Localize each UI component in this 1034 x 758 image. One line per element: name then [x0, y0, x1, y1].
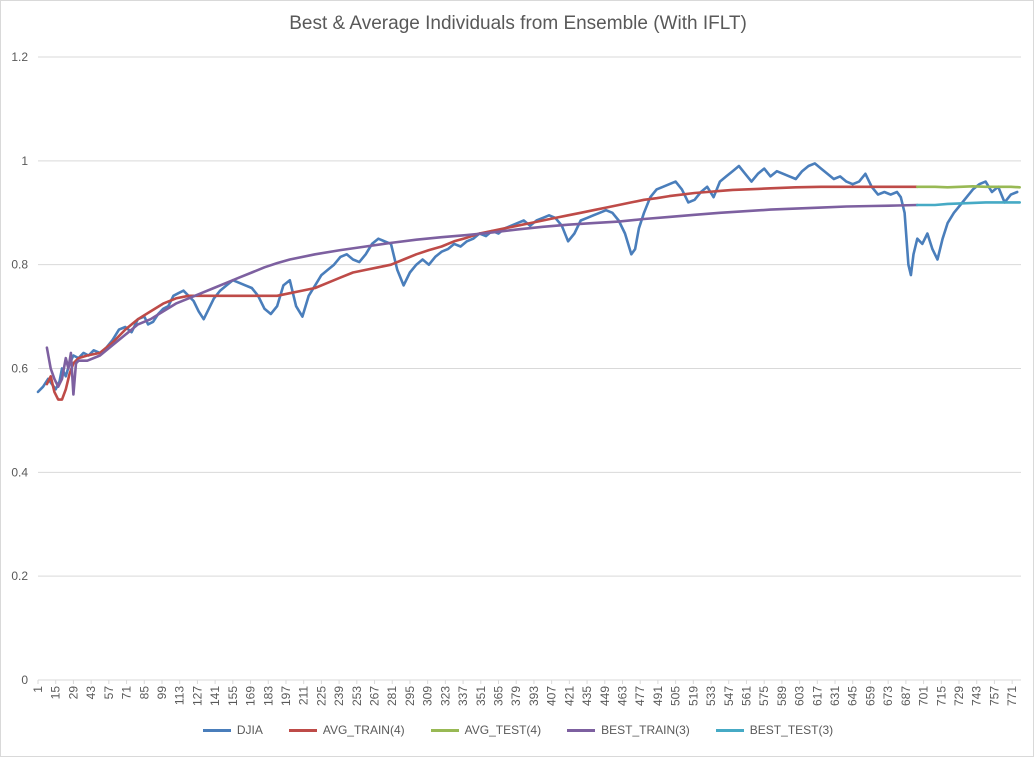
x-tick-label: 715 [934, 686, 948, 706]
x-tick-label: 407 [545, 686, 559, 706]
y-tick-label: 0.8 [11, 258, 28, 272]
x-tick-label: 351 [474, 686, 488, 706]
y-tick-label: 0.6 [11, 362, 28, 376]
legend-label: AVG_TRAIN(4) [322, 723, 405, 737]
x-tick-label: 463 [615, 686, 629, 706]
x-tick-label: 757 [987, 686, 1001, 706]
legend-label: BEST_TRAIN(3) [601, 723, 690, 737]
legend-label: AVG_TEST(4) [464, 723, 542, 737]
x-tick-label: 15 [49, 686, 63, 700]
x-tick-label: 183 [261, 686, 275, 706]
x-tick-label: 85 [137, 686, 151, 700]
x-tick-label: 575 [757, 686, 771, 706]
y-tick-label: 0 [21, 673, 28, 687]
x-tick-label: 519 [686, 686, 700, 706]
y-tick-label: 0.2 [11, 569, 28, 583]
legend-item: AVG_TEST(4) [430, 723, 542, 737]
x-tick-label: 239 [332, 686, 346, 706]
x-tick-label: 253 [350, 686, 364, 706]
x-tick-label: 43 [84, 686, 98, 700]
x-tick-label: 603 [793, 686, 807, 706]
x-tick-label: 141 [208, 686, 222, 706]
series-line-djia [36, 162, 1019, 394]
x-tick-label: 771 [1005, 686, 1019, 706]
legend-swatch [288, 728, 317, 732]
x-tick-label: 701 [917, 686, 931, 706]
series-line-avg-train-4 [45, 185, 919, 401]
legend-swatch [715, 728, 744, 732]
x-tick-label: 379 [509, 686, 523, 706]
chart-title: Best & Average Individuals from Ensemble… [289, 13, 747, 34]
x-tick-label: 225 [314, 686, 328, 706]
x-tick-label: 743 [970, 686, 984, 706]
legend-label: BEST_TEST(3) [749, 723, 834, 737]
x-tick-label: 309 [421, 686, 435, 706]
x-tick-label: 169 [244, 686, 258, 706]
x-tick-label: 687 [899, 686, 913, 706]
x-tick-label: 155 [226, 686, 240, 706]
x-tick-label: 393 [527, 686, 541, 706]
series-line-best-test-3 [916, 201, 1021, 207]
x-tick-label: 211 [297, 686, 311, 705]
x-tick-label: 477 [633, 686, 647, 706]
x-tick-label: 505 [669, 686, 683, 706]
legend-item: BEST_TEST(3) [715, 723, 834, 737]
x-tick-label: 561 [739, 686, 753, 706]
x-tick-label: 617 [810, 686, 824, 706]
x-tick-label: 267 [368, 686, 382, 706]
chart-legend: DJIA AVG_TRAIN(4) AVG_TEST(4) BEST_TRAIN(3)… [1, 723, 1034, 737]
x-tick-label: 533 [704, 686, 718, 706]
x-tick-label: 631 [828, 686, 842, 706]
x-tick-label: 421 [562, 686, 576, 706]
x-tick-label: 337 [456, 686, 470, 706]
legend-item: BEST_TRAIN(3) [567, 723, 690, 737]
series-line-avg-test-4 [916, 185, 1021, 189]
x-tick-label: 99 [155, 686, 169, 700]
x-tick-label: 659 [863, 686, 877, 706]
legend-item: AVG_TRAIN(4) [288, 723, 405, 737]
y-tick-label: 0.4 [11, 465, 28, 479]
x-tick-label: 323 [438, 686, 452, 706]
x-tick-label: 449 [598, 686, 612, 706]
x-tick-label: 365 [492, 686, 506, 706]
x-tick-label: 547 [722, 686, 736, 706]
legend-swatch [430, 728, 459, 732]
x-tick-label: 197 [279, 686, 293, 706]
legend-swatch [202, 728, 231, 732]
y-tick-label: 1.2 [11, 50, 28, 64]
x-tick-label: 491 [651, 686, 665, 706]
x-tick-label: 29 [66, 686, 80, 700]
x-tick-label: 435 [580, 686, 594, 706]
x-tick-label: 113 [173, 686, 187, 705]
x-tick-label: 589 [775, 686, 789, 706]
x-tick-label: 1 [31, 686, 45, 693]
x-tick-label: 645 [846, 686, 860, 706]
y-tick-label: 1 [21, 154, 28, 168]
x-tick-label: 295 [403, 686, 417, 706]
x-tick-label: 281 [385, 686, 399, 706]
legend-swatch [567, 728, 596, 732]
x-tick-label: 71 [120, 686, 134, 700]
legend-label: DJIA [236, 723, 263, 737]
legend-item: DJIA [202, 723, 263, 737]
x-tick-label: 673 [881, 686, 895, 706]
x-tick-label: 729 [952, 686, 966, 706]
x-tick-label: 57 [102, 686, 116, 700]
series-line-best-train-3 [45, 203, 919, 396]
x-tick-label: 127 [190, 686, 204, 706]
